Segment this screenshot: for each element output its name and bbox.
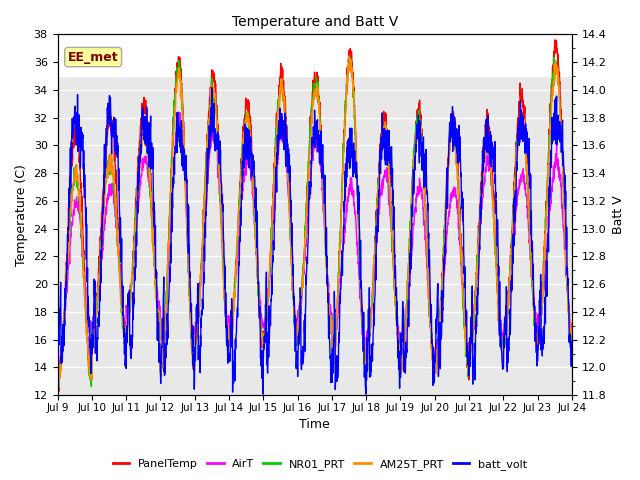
Title: Temperature and Batt V: Temperature and Batt V <box>232 15 398 29</box>
Bar <box>58 35 572 76</box>
X-axis label: Time: Time <box>300 419 330 432</box>
Y-axis label: Batt V: Batt V <box>612 195 625 234</box>
Y-axis label: Temperature (C): Temperature (C) <box>15 164 28 266</box>
Legend: PanelTemp, AirT, NR01_PRT, AM25T_PRT, batt_volt: PanelTemp, AirT, NR01_PRT, AM25T_PRT, ba… <box>108 455 532 474</box>
Text: EE_met: EE_met <box>68 50 118 63</box>
